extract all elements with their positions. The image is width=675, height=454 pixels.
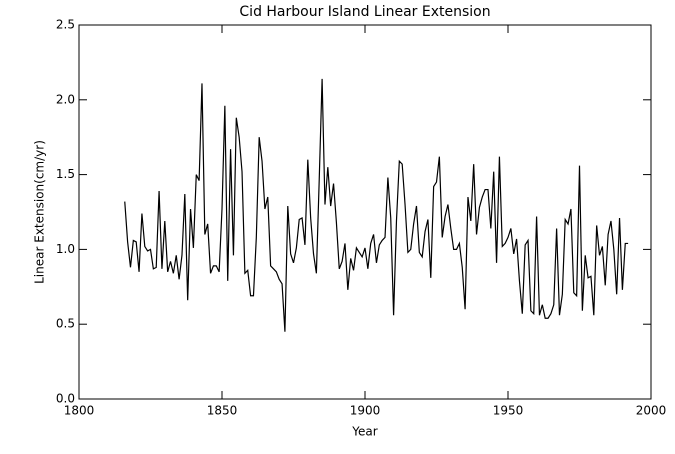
y-tick-label: 1.0 <box>56 242 75 256</box>
data-line <box>124 78 629 332</box>
x-tick-label: 1950 <box>493 404 524 418</box>
x-tick-label: 1800 <box>64 404 95 418</box>
x-axis-label: Year <box>351 425 377 439</box>
x-tick-label: 1900 <box>350 404 381 418</box>
y-tick-label: 2.5 <box>56 18 75 32</box>
y-tick-label: 0.5 <box>56 317 75 331</box>
chart-title: Cid Harbour Island Linear Extension <box>239 4 490 20</box>
x-tick-label: 1850 <box>207 404 238 418</box>
x-tick-label: 2000 <box>636 404 667 418</box>
plot-frame <box>78 24 652 400</box>
y-tick-label: 1.5 <box>56 167 75 181</box>
y-axis-label: Linear Extension(cm/yr) <box>33 140 47 284</box>
y-tick-label: 2.0 <box>56 92 75 106</box>
y-tick-label: 0.0 <box>56 392 75 406</box>
